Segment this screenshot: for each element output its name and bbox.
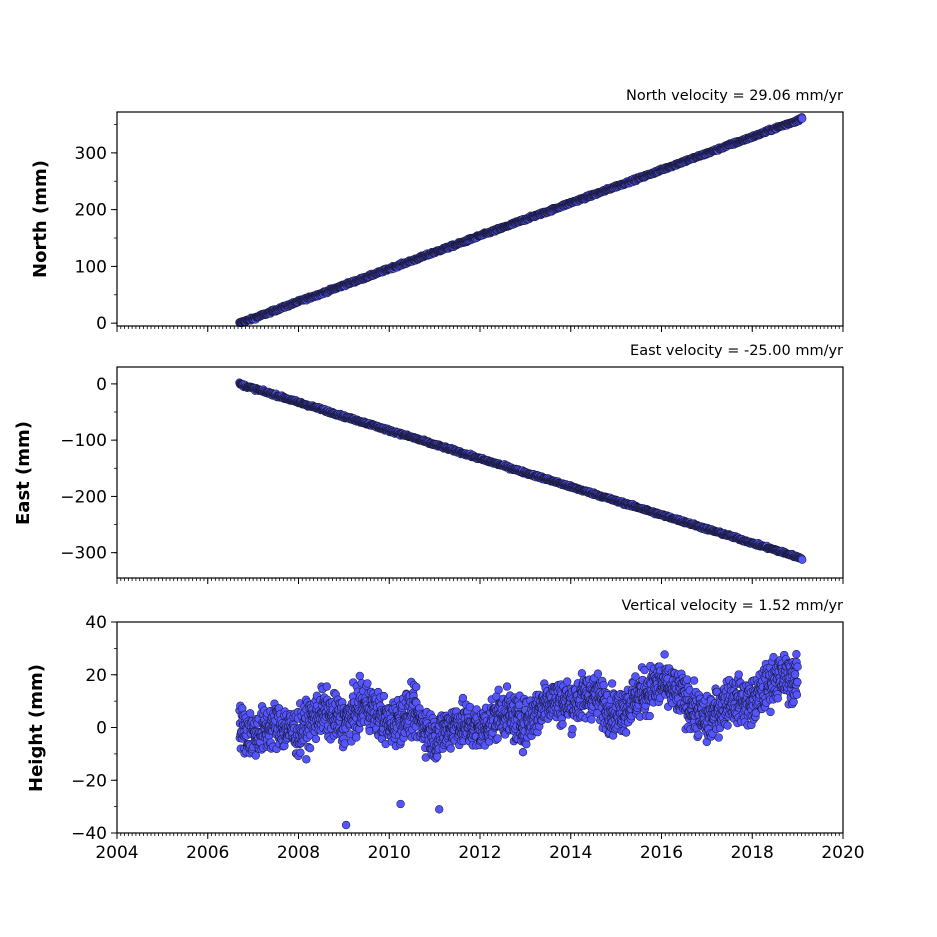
data-point [798,555,807,564]
north-panel: North velocity = 29.06 mm/yr North (mm) … [30,88,844,334]
north-y-axis-label: North (mm) [30,160,51,278]
axes-frame [116,366,844,579]
data-point [412,682,421,692]
data-point [246,709,255,718]
data-point [558,720,567,729]
north-points [235,113,807,328]
data-point [568,724,577,734]
data-point [518,748,528,757]
data-point [494,685,503,694]
y-tick-label: −200 [60,487,107,507]
height-points [235,650,802,830]
height-y-axis-label: Height (mm) [26,664,47,792]
y-tick-label: 0 [96,314,107,334]
data-point [645,711,654,721]
east-velocity-title: East velocity = -25.00 mm/yr [630,343,843,359]
data-point [660,650,669,659]
east-points [235,378,807,564]
east-axes: 0 −100 −200 −300 [60,366,844,584]
east-y-axis-label: East (mm) [13,421,34,525]
data-point [446,744,455,753]
data-point [563,677,572,686]
north-velocity-title: North velocity = 29.06 mm/yr [626,88,843,104]
data-point [798,114,807,123]
data-point [296,748,305,757]
data-point [607,679,617,688]
y-tick-label: 0 [96,375,107,395]
vertical-velocity-title: Vertical velocity = 1.52 mm/yr [622,598,844,614]
data-point [322,682,331,691]
data-point [522,740,531,749]
data-point [599,680,608,690]
data-point [593,669,603,678]
y-tick-label: 300 [75,144,107,164]
data-point [363,679,372,688]
data-point [379,691,389,701]
data-point [621,728,631,737]
data-point [493,734,502,743]
data-point [502,682,512,691]
y-tick-label: −100 [60,431,107,451]
y-tick-label: 200 [75,201,107,221]
data-point [311,734,321,744]
data-point [587,715,596,724]
data-point [305,744,315,753]
height-panel: Vertical velocity = 1.52 mm/yr Height (m… [26,598,865,863]
data-point [352,733,361,742]
y-tick-label: −300 [60,544,107,564]
data-point [355,671,364,681]
y-tick-label: 100 [75,257,107,277]
data-point [631,672,640,681]
east-panel: East velocity = -25.00 mm/yr East (mm) 0… [13,343,844,584]
data-point [302,755,311,764]
